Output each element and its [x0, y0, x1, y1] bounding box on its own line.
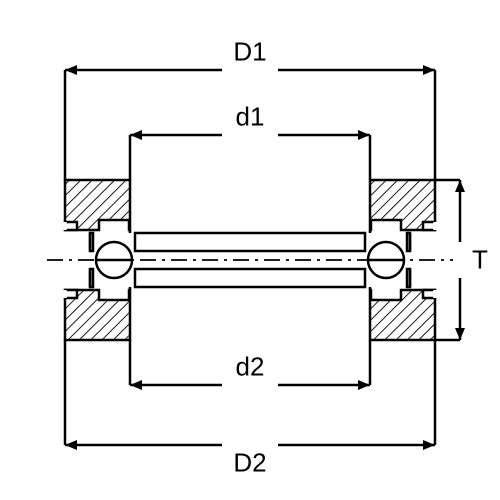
label-d2: d2: [236, 352, 265, 383]
diagram-stage: D1 d1 d2 D2 T: [0, 0, 500, 500]
label-d1: d1: [236, 102, 265, 133]
label-D2: D2: [233, 448, 266, 479]
bearing-diagram-svg: [0, 0, 500, 500]
label-D1: D1: [233, 37, 266, 68]
label-T: T: [472, 245, 488, 276]
